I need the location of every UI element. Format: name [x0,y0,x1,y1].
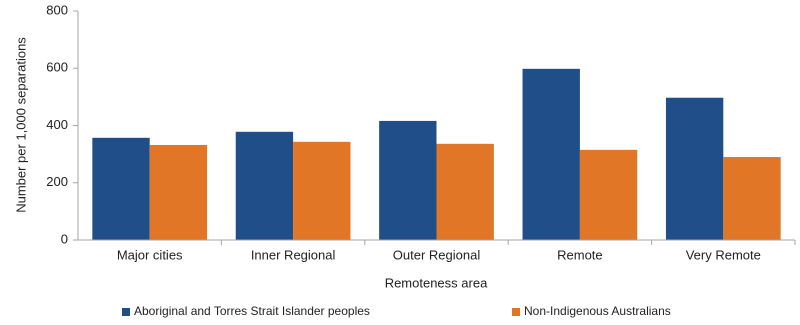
x-tick-label: Outer Regional [393,247,481,262]
y-tick-label: 600 [46,60,68,75]
y-tick-label: 200 [46,174,68,189]
bar [235,131,294,240]
y-tick-label: 0 [61,231,68,246]
y-axis-title: Number per 1,000 separations [13,37,28,213]
x-tick-label: Inner Regional [251,247,336,262]
bar [579,149,638,240]
legend-swatch [122,308,130,316]
y-tick-label: 800 [46,2,68,17]
x-axis-title: Remoteness area [385,275,488,290]
bar [379,120,437,240]
bar [293,141,351,240]
bar [92,137,150,240]
bar [665,97,724,240]
bar [522,68,580,240]
y-tick-label: 400 [46,117,68,132]
legend-label: Non-Indigenous Australians [524,304,671,318]
legend-label: Aboriginal and Torres Strait Islander pe… [134,304,370,318]
bar [436,143,494,240]
bar [149,144,208,240]
bar [723,156,781,240]
x-tick-label: Very Remote [686,247,761,262]
x-tick-label: Major cities [117,247,183,262]
x-tick-label: Remote [557,247,603,262]
legend-swatch [512,308,520,316]
